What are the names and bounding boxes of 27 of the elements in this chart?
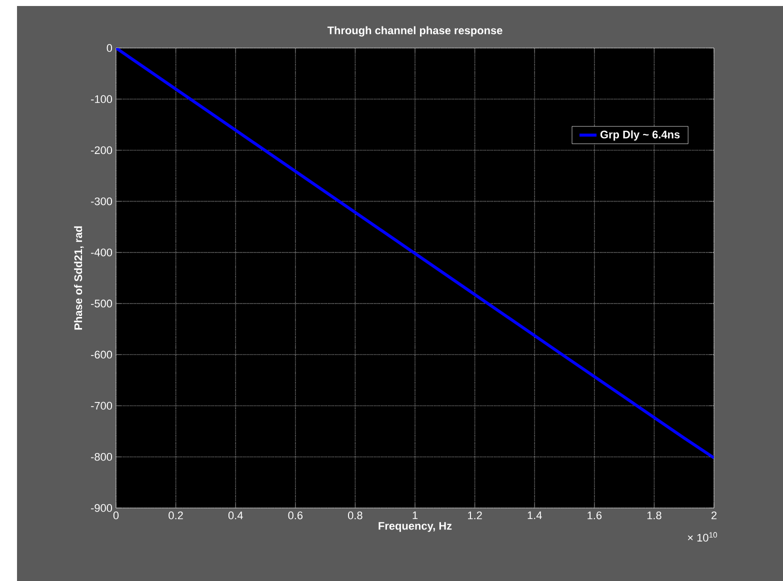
y-tick-label: -200	[91, 146, 112, 154]
y-tick-label: -600	[91, 350, 112, 359]
chart-title: Through channel phase response	[327, 26, 502, 37]
y-tick-label: -400	[91, 248, 112, 256]
x-tick-label: 1.6	[588, 512, 602, 520]
x-tick-label: 0.6	[288, 512, 303, 520]
y-axis-title: Phase of Sdd21, rad	[74, 226, 84, 330]
legend-label: Grp Dly ~ 6.4ns	[600, 130, 680, 141]
x-tick-label: 0.2	[168, 512, 183, 520]
y-tick-label: -500	[91, 300, 112, 308]
x-axis-title: Frequency, Hz	[378, 522, 452, 532]
x-tick-label: 1.4	[528, 512, 542, 520]
y-tick-label: -700	[91, 402, 112, 410]
x-tick-label: 0	[113, 512, 119, 520]
y-tick-label: -100	[91, 95, 112, 103]
y-tick-label: -800	[91, 453, 112, 461]
x-tick-label: 0.4	[228, 512, 243, 520]
x-tick-label: 0.8	[348, 512, 362, 520]
x-tick-label: 1.8	[647, 512, 662, 520]
text: × 10$^{10}$	[688, 532, 718, 542]
x-tick-label: 1.2	[468, 512, 482, 520]
y-tick-label: -300	[91, 197, 112, 206]
x-tick-label: 2	[712, 512, 717, 520]
x-tick-label: 1	[412, 512, 418, 520]
y-tick-label: -900	[91, 504, 112, 512]
y-tick-label: 0	[106, 44, 112, 52]
line-series	[116, 48, 714, 460]
